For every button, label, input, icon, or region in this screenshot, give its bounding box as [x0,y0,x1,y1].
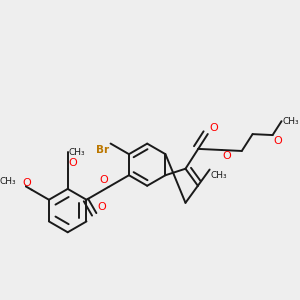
Text: O: O [223,151,232,160]
Text: O: O [99,175,108,185]
Text: O: O [209,123,218,133]
Text: O: O [22,178,31,188]
Text: O: O [274,136,283,146]
Text: Br: Br [96,145,109,155]
Text: CH₃: CH₃ [68,148,85,157]
Text: CH₃: CH₃ [211,171,227,180]
Text: O: O [97,202,106,212]
Text: CH₃: CH₃ [0,177,16,186]
Text: O: O [68,158,77,168]
Text: CH₃: CH₃ [283,117,299,126]
